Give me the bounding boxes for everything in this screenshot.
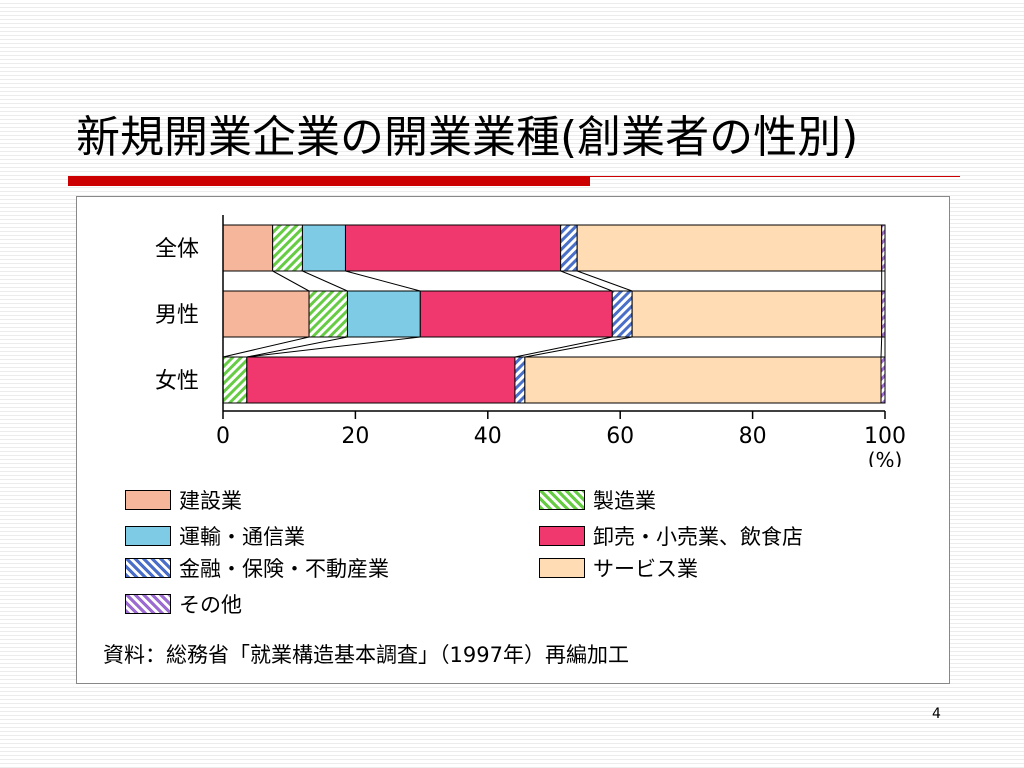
connector-line xyxy=(246,336,421,358)
legend-swatch xyxy=(125,558,171,578)
bar-segment-1-4 xyxy=(344,224,562,272)
bar-segment-1-1 xyxy=(222,224,274,272)
legend-label: サービス業 xyxy=(593,557,698,581)
page-number: 4 xyxy=(932,706,941,722)
category-label: 全体 xyxy=(155,237,199,262)
x-axis: 0 20 40 60 80 100(%) xyxy=(216,215,906,467)
category-label: 男性 xyxy=(155,303,199,328)
legend-item: その他 xyxy=(125,591,242,617)
connector-line xyxy=(222,336,310,358)
bar-segments xyxy=(222,224,886,404)
connector-line xyxy=(272,270,310,292)
bar-segment-1-2 xyxy=(272,224,303,272)
x-tick-label: 60 xyxy=(606,424,634,449)
legend-label: 運輸・通信業 xyxy=(179,525,305,549)
bar-segment-2-1 xyxy=(222,290,310,338)
x-tick-label: 40 xyxy=(474,424,502,449)
legend-swatch xyxy=(125,490,171,510)
legend-label: 金融・保険・不動産業 xyxy=(179,557,389,581)
bar-segment-1-6 xyxy=(576,224,883,272)
bar-segment-3-2 xyxy=(222,356,248,404)
connector-lines xyxy=(222,270,886,358)
legend-item: サービス業 xyxy=(539,555,698,581)
legend-item: 金融・保険・不動産業 xyxy=(125,555,389,581)
x-axis-unit: (%) xyxy=(868,448,903,467)
bar-segment-1-5 xyxy=(560,224,578,272)
title-underline-line xyxy=(590,176,960,177)
bar-segment-2-7 xyxy=(881,290,886,338)
legend-label: 建設業 xyxy=(179,489,242,513)
bar-segment-1-3 xyxy=(301,224,346,272)
bar-segment-2-6 xyxy=(631,290,883,338)
x-tick-label: 0 xyxy=(216,424,230,449)
legend-item: 製造業 xyxy=(539,487,656,513)
legend-swatch xyxy=(125,594,171,614)
connector-line xyxy=(524,336,633,358)
source-note: 資料：総務省「就業構造基本調査」（1997年）再編加工 xyxy=(103,643,629,667)
x-tick-label: 100 xyxy=(864,424,906,449)
connector-line xyxy=(302,270,348,292)
legend-label: その他 xyxy=(179,593,242,617)
legend-label: 製造業 xyxy=(593,489,656,513)
bar-segment-3-7 xyxy=(880,356,886,404)
bar-segment-2-4 xyxy=(419,290,613,338)
bar-segment-2-2 xyxy=(308,290,348,338)
bar-segment-2-3 xyxy=(346,290,421,338)
chart-panel: 0 20 40 60 80 100 (%) 全体男性女性 建設業 製造業運輸・通信業 卸売・小売… xyxy=(76,196,950,684)
legend-label: 卸売・小売業、飲食店 xyxy=(593,525,803,549)
legend-item: 運輸・通信業 xyxy=(125,523,305,549)
connector-line xyxy=(576,270,633,292)
legend-swatch xyxy=(125,526,171,546)
bar-segment-3-6 xyxy=(524,356,882,404)
bar-segment-2-5 xyxy=(611,290,633,338)
slide-title: 新規開業企業の開業業種(創業者の性別) xyxy=(76,112,859,163)
connector-line xyxy=(246,336,348,358)
category-label: 女性 xyxy=(155,369,199,394)
legend-swatch xyxy=(539,558,585,578)
connector-line xyxy=(345,270,421,292)
bar-segment-3-4 xyxy=(246,356,516,404)
connector-line xyxy=(880,336,883,358)
legend-swatch xyxy=(539,526,585,546)
bar-segment-3-5 xyxy=(514,356,526,404)
x-tick-label: 20 xyxy=(341,424,369,449)
legend-item: 卸売・小売業、飲食店 xyxy=(539,523,803,549)
bar-segment-1-7 xyxy=(881,224,886,272)
x-tick-label: 80 xyxy=(739,424,767,449)
connector-line xyxy=(514,336,613,358)
legend-item: 建設業 xyxy=(125,487,242,513)
legend-swatch xyxy=(539,490,585,510)
connector-line xyxy=(560,270,613,292)
title-underline-bar xyxy=(68,176,590,186)
